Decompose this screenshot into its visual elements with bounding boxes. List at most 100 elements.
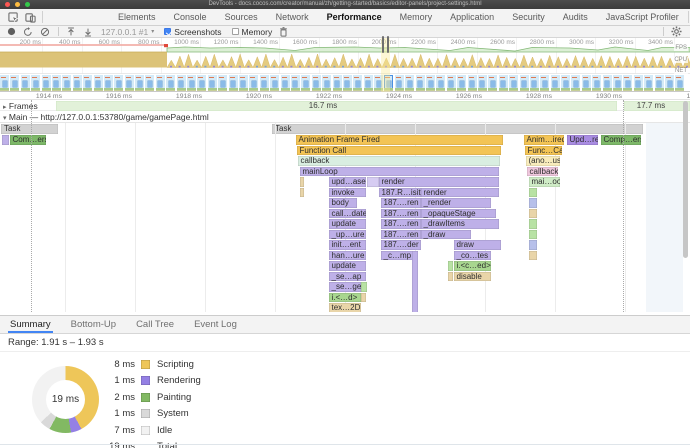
screenshot-thumbnail[interactable] <box>72 74 82 91</box>
screenshot-thumbnail[interactable] <box>477 74 487 91</box>
overview-ruler[interactable]: 200 ms 400 ms 600 ms 800 ms 1000 ms 1200 ms 14… <box>0 38 690 47</box>
screenshot-thumbnail[interactable] <box>654 74 664 91</box>
flame-block[interactable]: Anim…ired <box>524 135 564 145</box>
screenshot-thumbnail[interactable] <box>10 74 20 91</box>
task-bar[interactable]: Task <box>272 124 643 134</box>
screenshot-thumbnail[interactable] <box>93 74 103 91</box>
reload-and-record-button[interactable] <box>23 26 33 37</box>
flame-block-sliver[interactable] <box>448 261 453 271</box>
page-selector-dropdown[interactable]: 127.0.0.1 #1 ▾ <box>101 27 154 37</box>
screenshot-thumbnail[interactable] <box>436 74 446 91</box>
flame-block-sliver[interactable] <box>529 229 537 239</box>
flame-block[interactable]: i.<c…ed> <box>454 261 491 271</box>
screenshot-thumbnail[interactable] <box>124 74 134 91</box>
frames-lane[interactable]: 16.7 ms 17.7 ms ▸ Frames <box>0 100 690 111</box>
flame-block-sliver[interactable] <box>300 177 304 187</box>
screenshot-thumbnail[interactable] <box>0 74 9 91</box>
screenshot-thumbnail[interactable] <box>166 74 176 91</box>
flame-vertical-scrollbar[interactable] <box>683 101 688 258</box>
flame-block-sliver[interactable] <box>529 219 537 229</box>
flame-block[interactable]: 187.…ren <box>381 208 421 218</box>
screenshot-thumbnail[interactable] <box>238 74 248 91</box>
main-thread-header[interactable]: ▾ Main — http://127.0.0.1:53780/game/gam… <box>0 111 690 123</box>
flame-block[interactable]: mainLoop <box>300 166 499 176</box>
flame-block[interactable]: i.<…d> <box>329 292 361 302</box>
frame-duration-block[interactable]: 16.7 ms <box>56 100 617 111</box>
flame-block-sliver[interactable] <box>529 208 537 218</box>
flame-block[interactable]: Upd…ree <box>567 135 598 145</box>
flame-block[interactable]: _up…ure <box>329 229 366 239</box>
screenshot-thumbnail[interactable] <box>83 74 93 91</box>
flame-block[interactable]: call…date <box>329 208 366 218</box>
details-tab-call-tree[interactable]: Call Tree <box>136 319 175 330</box>
details-tab-event-log[interactable]: Event Log <box>194 319 237 330</box>
flame-block[interactable]: _drawItems <box>421 219 499 229</box>
tab-javascript-profiler[interactable]: JavaScript Profiler <box>605 12 679 22</box>
tab-console[interactable]: Console <box>173 12 207 22</box>
flame-block[interactable]: 187.…ren <box>381 198 421 208</box>
screenshot-thumbnail[interactable] <box>353 74 363 91</box>
flame-block[interactable]: Comp…ers <box>601 135 641 145</box>
flame-block-sliver[interactable] <box>300 187 304 197</box>
screenshot-thumbnail[interactable] <box>363 74 373 91</box>
load-profile-button[interactable] <box>66 27 76 37</box>
screenshot-thumbnail[interactable] <box>405 74 415 91</box>
overview-fps-cpu-chart[interactable] <box>0 44 690 74</box>
flame-block[interactable]: render <box>379 177 499 187</box>
flame-block[interactable]: Com…ers <box>10 135 46 145</box>
screenshot-thumbnail[interactable] <box>322 74 332 91</box>
screenshot-thumbnail[interactable] <box>571 74 581 91</box>
screenshot-thumbnail[interactable] <box>187 74 197 91</box>
screenshot-thumbnail[interactable] <box>488 74 498 91</box>
flame-block[interactable]: 187.R…isit <box>379 187 421 197</box>
save-profile-button[interactable] <box>83 27 93 37</box>
frame-duration-block[interactable]: 17.7 ms <box>624 100 690 111</box>
collect-garbage-icon[interactable] <box>279 26 288 37</box>
flame-block-sliver[interactable] <box>529 187 537 197</box>
screenshot-thumbnail[interactable] <box>446 74 456 91</box>
screenshot-thumbnail[interactable] <box>176 74 186 91</box>
tab-security[interactable]: Security <box>512 12 545 22</box>
flame-block[interactable]: _draw <box>421 229 471 239</box>
screenshot-thumbnail[interactable] <box>249 74 259 91</box>
flame-block-sliver[interactable] <box>361 292 366 302</box>
flame-block-sliver[interactable] <box>448 271 453 281</box>
screenshot-thumbnail[interactable] <box>384 74 394 91</box>
clear-recording-button[interactable] <box>40 27 50 37</box>
flame-block-sliver[interactable] <box>361 282 367 292</box>
screenshot-thumbnail[interactable] <box>457 74 467 91</box>
flame-block-sliver[interactable] <box>529 198 537 208</box>
capture-settings-gear-icon[interactable] <box>671 26 682 37</box>
flame-block[interactable]: _render <box>421 198 491 208</box>
screenshot-thumbnail[interactable] <box>581 74 591 91</box>
screenshot-thumbnail[interactable] <box>374 74 384 91</box>
flame-block[interactable]: Animation Frame Fired <box>296 135 503 145</box>
tab-sources[interactable]: Sources <box>224 12 258 22</box>
flame-block[interactable]: update <box>329 219 366 229</box>
frames-lane-header[interactable]: ▸ Frames <box>3 101 38 111</box>
traffic-lights[interactable] <box>5 2 30 7</box>
tab-performance[interactable]: Performance <box>326 12 382 22</box>
flame-block[interactable]: 187.…ren <box>381 219 421 229</box>
tab-memory[interactable]: Memory <box>399 12 433 22</box>
flame-block[interactable]: render <box>421 187 499 197</box>
tab-network[interactable]: Network <box>275 12 309 22</box>
close-window-button[interactable] <box>5 2 10 7</box>
screenshot-thumbnail[interactable] <box>31 74 41 91</box>
screenshot-filmstrip[interactable] <box>0 74 690 92</box>
flame-block[interactable]: update <box>329 261 366 271</box>
flame-block[interactable]: body <box>329 198 357 208</box>
screenshot-thumbnail[interactable] <box>550 74 560 91</box>
flame-block[interactable]: _se…ap <box>329 271 366 281</box>
details-tab-summary[interactable]: Summary <box>0 316 61 333</box>
screenshot-thumbnail[interactable] <box>290 74 300 91</box>
screenshot-thumbnail[interactable] <box>41 74 51 91</box>
flame-block[interactable]: Func…Call <box>525 145 562 155</box>
flame-block-sliver[interactable] <box>367 177 379 187</box>
zoom-window-button[interactable] <box>25 2 30 7</box>
screenshot-thumbnail[interactable] <box>135 74 145 91</box>
screenshot-thumbnail[interactable] <box>415 74 425 91</box>
memory-checkbox[interactable]: Memory <box>231 27 272 37</box>
screenshot-thumbnail[interactable] <box>20 74 30 91</box>
device-toolbar-icon[interactable] <box>25 12 36 23</box>
